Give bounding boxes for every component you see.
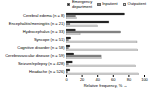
- svg-text:Cognitive disorder (n = 58): Cognitive disorder (n = 58): [17, 45, 65, 50]
- svg-text:80: 80: [127, 77, 132, 82]
- svg-text:Syncope (n = 51): Syncope (n = 51): [34, 37, 65, 42]
- svg-text:Encephalitis/meningitis (n = 2: Encephalitis/meningitis (n = 21): [9, 21, 65, 26]
- svg-text:40: 40: [95, 77, 100, 83]
- html-text:Emergency department: Emergency department: [71, 0, 93, 9]
- svg-text:0: 0: [65, 77, 68, 82]
- svg-text:Cerebrovascular disease (n = 5: Cerebrovascular disease (n = 59): [5, 53, 65, 58]
- html-text:Outpatient: Outpatient: [127, 1, 146, 7]
- svg-text:100: 100: [141, 77, 148, 82]
- svg-text:Headache (n = 526): Headache (n = 526): [29, 69, 65, 74]
- svg-text:Relative frequency, % →: Relative frequency, % →: [84, 83, 128, 88]
- svg-text:Cerebral edema (n = 8): Cerebral edema (n = 8): [23, 13, 65, 18]
- svg-text:Seizure/epilepsy (n = 428): Seizure/epilepsy (n = 428): [18, 61, 65, 66]
- svg-text:60: 60: [111, 77, 116, 83]
- svg-text:20: 20: [79, 77, 85, 83]
- html-text:Inpatient: Inpatient: [102, 1, 118, 7]
- svg-text:Hydrocephalus (n = 33): Hydrocephalus (n = 33): [23, 29, 65, 34]
